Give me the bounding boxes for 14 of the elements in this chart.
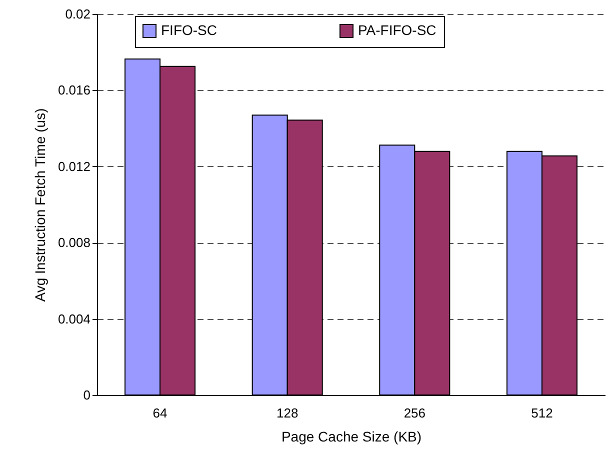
x-tick-label: 512 bbox=[531, 406, 553, 420]
y-tick-label: 0.016 bbox=[58, 82, 90, 98]
y-tick-label: 0.004 bbox=[58, 311, 90, 326]
x-tick-label: 64 bbox=[152, 406, 168, 420]
x-axis-title: Page Cache Size (KB) bbox=[281, 428, 422, 444]
x-tick-label: 256 bbox=[404, 406, 426, 420]
y-tick-label: 0.008 bbox=[58, 235, 90, 250]
y-tick-label: 0.02 bbox=[65, 6, 90, 22]
y-tick-label: 0 bbox=[83, 388, 90, 402]
legend-label: PA-FIFO-SC bbox=[358, 22, 436, 38]
y-tick-label: 0.012 bbox=[58, 158, 90, 174]
x-tick-label: 128 bbox=[276, 406, 298, 420]
legend-label: FIFO-SC bbox=[161, 22, 217, 38]
y-axis-title: Avg Instruction Fetch Time (us) bbox=[32, 108, 48, 302]
